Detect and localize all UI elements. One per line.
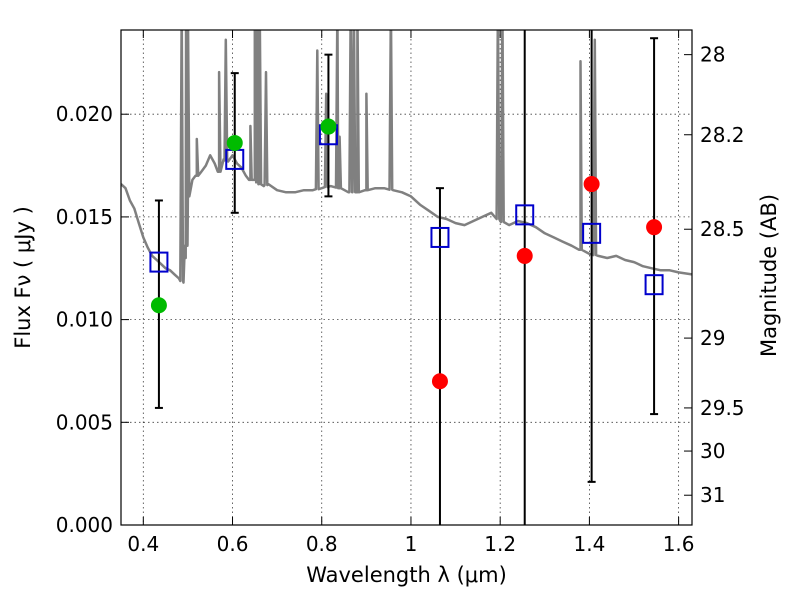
axis-ticks: 0.4 0.6 0.8 1 1.2 1.4 1.6 0.000 0.005 0.010 0.015 0… xyxy=(56,30,745,556)
right-tick-label: 29.5 xyxy=(700,396,745,420)
red-data-point xyxy=(431,373,448,390)
x-tick-label: 0.6 xyxy=(217,532,249,556)
x-axis-label: Wavelength λ (μm) xyxy=(306,563,507,587)
y-tick-label: 0.010 xyxy=(56,308,113,332)
x-tick-label: 0.8 xyxy=(306,532,338,556)
model-spectrum-line xyxy=(121,30,692,284)
y-tick-label: 0.000 xyxy=(56,513,113,537)
y-tick-label: 0.020 xyxy=(56,102,113,126)
model-flux-square xyxy=(582,222,602,244)
right-tick-label: 28.2 xyxy=(700,123,745,147)
x-tick-label: 0.4 xyxy=(127,532,159,556)
red-data-point xyxy=(583,176,600,193)
x-tick-label: 1.2 xyxy=(484,532,516,556)
model-flux-square xyxy=(430,226,450,248)
model-flux-square xyxy=(515,204,535,226)
red-data-point xyxy=(646,219,663,236)
right-tick-label: 29 xyxy=(700,326,725,350)
right-tick-label: 28 xyxy=(700,43,725,67)
model-flux-square xyxy=(149,251,169,273)
x-tick-label: 1.4 xyxy=(573,532,605,556)
plot-frame xyxy=(120,29,693,526)
grid xyxy=(121,30,692,525)
detection-point xyxy=(226,134,243,151)
right-tick-label: 30 xyxy=(700,439,725,463)
right-tick-label: 31 xyxy=(700,483,725,507)
y-axis-label: Flux Fν ( μJy ) xyxy=(11,206,35,349)
red-data-point xyxy=(516,247,533,264)
model-flux-square xyxy=(644,274,664,296)
x-tick-label: 1.6 xyxy=(663,532,695,556)
y-axis-label-right: Magnitude (AB) xyxy=(757,194,781,357)
x-tick-label: 1 xyxy=(405,532,418,556)
y-tick-label: 0.005 xyxy=(56,410,113,434)
y-tick-label: 0.015 xyxy=(56,205,113,229)
right-tick-label: 28.5 xyxy=(700,217,745,241)
detection-point xyxy=(150,297,167,314)
detection-point xyxy=(320,118,337,135)
plot-area xyxy=(121,30,692,525)
